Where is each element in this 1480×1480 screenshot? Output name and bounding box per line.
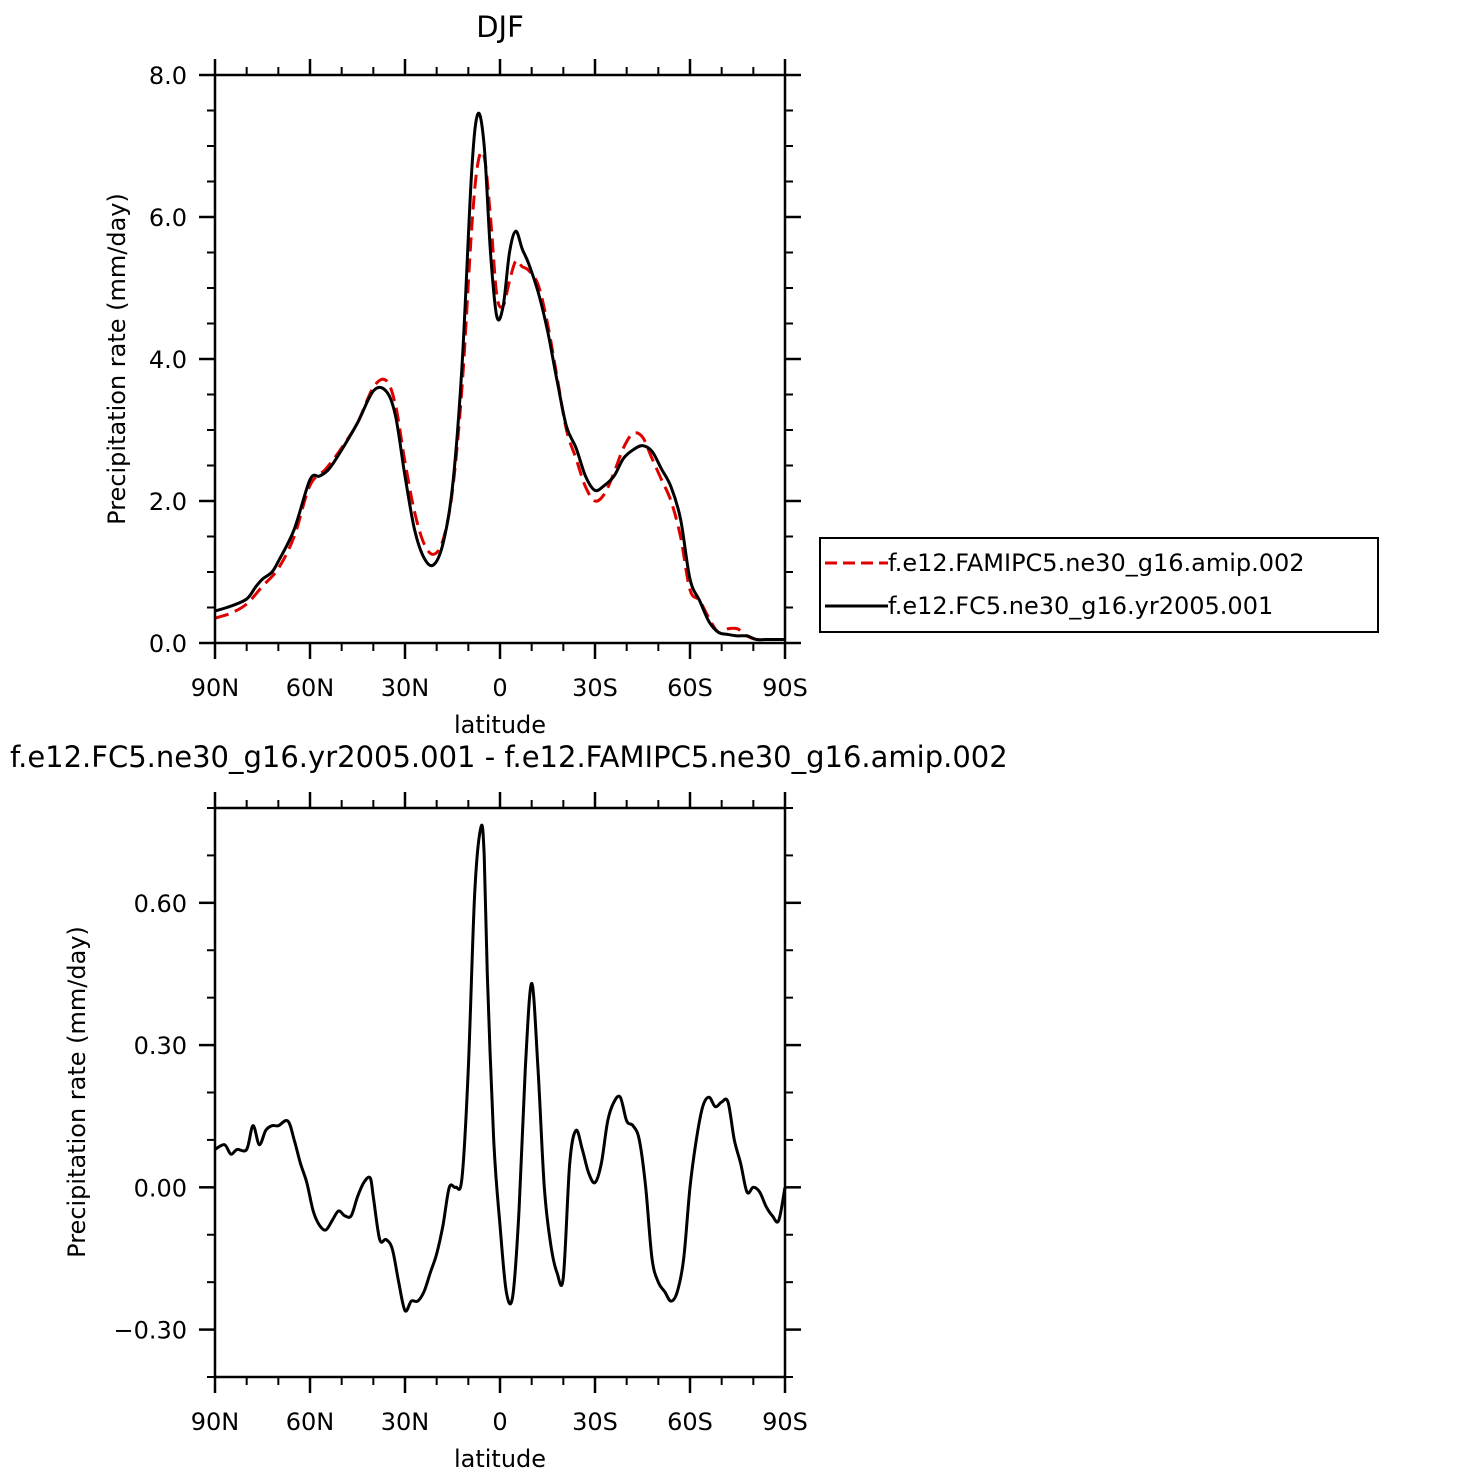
panel-top-xtick-label: 60S: [667, 674, 713, 702]
panel-bottom-xtick-label: 90S: [762, 1408, 808, 1436]
panel-top-xtick-label: 30S: [572, 674, 618, 702]
panel-bottom-ylabel: Precipitation rate (mm/day): [63, 926, 91, 1258]
panel-top-ytick-label: 8.0: [149, 62, 187, 90]
panel-top-ytick-label: 6.0: [149, 204, 187, 232]
panel-bottom-ticks: 90N 60N 30N 0 30S 60S 90S −0.30 0.00 0.30 0.60: [113, 792, 808, 1436]
legend-label-yr2005: f.e12.FC5.ne30_g16.yr2005.001: [888, 592, 1273, 620]
panel-bottom-xtick-label: 0: [492, 1408, 507, 1436]
panel-bottom-ytick-label: 0.60: [134, 890, 187, 918]
panel-top-series-line-1: [214, 111, 785, 642]
panel-bottom-xtick-label: 30N: [381, 1408, 430, 1436]
legend-label-amip: f.e12.FAMIPC5.ne30_g16.amip.002: [888, 549, 1305, 577]
panel-bottom-xtick-label: 90N: [191, 1408, 240, 1436]
panel-top-ytick-label: 4.0: [149, 346, 187, 374]
panel-top-title: DJF: [476, 10, 524, 44]
panel-bottom: f.e12.FC5.ne30_g16.yr2005.001 - f.e12.FA…: [10, 740, 1008, 1473]
panel-top-series-line-0: [214, 150, 785, 642]
panel-bottom-ytick-label: −0.30: [113, 1317, 187, 1345]
panel-top-frame: [213, 73, 787, 645]
panel-top-xtick-label: 30N: [381, 674, 430, 702]
panel-bottom-series: [214, 823, 787, 1313]
panel-top-xtick-label: 0: [492, 674, 507, 702]
panel-bottom-xtick-label: 60S: [667, 1408, 713, 1436]
panel-bottom-title: f.e12.FC5.ne30_g16.yr2005.001 - f.e12.FA…: [10, 740, 1008, 774]
panel-top-ytick-label: 0.0: [149, 630, 187, 658]
panel-bottom-series-line-0: [214, 823, 787, 1313]
panel-bottom-ytick-label: 0.30: [134, 1032, 187, 1060]
panel-top-xtick-label: 90N: [191, 674, 240, 702]
panel-top-xtick-label: 90S: [762, 674, 808, 702]
panel-top-ylabel: Precipitation rate (mm/day): [103, 193, 131, 525]
panel-bottom-xtick-label: 60N: [286, 1408, 335, 1436]
panel-bottom-xtick-label: 30S: [572, 1408, 618, 1436]
panel-bottom-frame: [213, 806, 787, 1379]
panel-top-xtick-label: 60N: [286, 674, 335, 702]
panel-top-xlabel: latitude: [454, 711, 546, 739]
legend: f.e12.FAMIPC5.ne30_g16.amip.002 f.e12.FC…: [819, 537, 1379, 633]
panel-top-series: [214, 111, 785, 642]
panel-top-ticks: 90N 60N 30N 0 30S 60S 90S 0.0 2.0 4.0 6.0 8.0: [149, 59, 808, 702]
panel-top: DJF latitude Precipitation rate (mm/day)…: [103, 10, 808, 739]
panel-bottom-ytick-label: 0.00: [134, 1174, 187, 1202]
legend-box: [819, 537, 1379, 633]
panel-top-ytick-label: 2.0: [149, 488, 187, 516]
panel-bottom-xlabel: latitude: [454, 1445, 546, 1473]
